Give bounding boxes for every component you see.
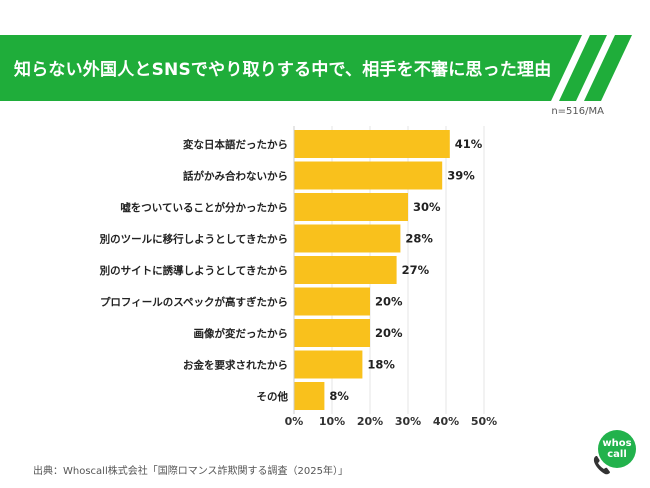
logo-text-line1: whos	[602, 438, 632, 449]
category-label: 嘘をついていることが分かったから	[120, 201, 288, 214]
x-tick-label: 50%	[471, 415, 497, 428]
whoscall-logo: whos call	[592, 428, 642, 478]
category-label: 画像が変だったから	[194, 327, 289, 340]
category-label: 別のツールに移行しようとしてきたから	[99, 233, 288, 246]
bar	[294, 350, 363, 379]
data-label: 30%	[413, 200, 441, 214]
data-label: 28%	[405, 232, 433, 246]
category-label: 変な日本語だったから	[183, 138, 288, 151]
data-label: 27%	[402, 263, 430, 277]
page-title: 知らない外国人とSNSでやり取りする中で、相手を不審に思った理由	[14, 60, 552, 80]
data-label: 39%	[447, 169, 475, 183]
bar	[294, 287, 370, 316]
x-tick-label: 0%	[285, 415, 304, 428]
source-note: 出典：Whoscall株式会社「国際ロマンス詐欺関する調査（2025年）」	[33, 466, 348, 477]
x-tick-label: 10%	[319, 415, 345, 428]
bar	[294, 161, 443, 190]
data-label: 20%	[375, 326, 403, 340]
header-band-stripe	[559, 35, 607, 101]
header-band	[0, 35, 632, 101]
x-tick-label: 30%	[395, 415, 421, 428]
category-label: 話がかみ合わないから	[183, 170, 288, 183]
header-band-stripe	[584, 35, 632, 101]
logo-text-line2: call	[607, 449, 627, 460]
x-tick-label: 40%	[433, 415, 459, 428]
bar	[294, 224, 401, 253]
x-tick-label: 20%	[357, 415, 383, 428]
data-label: 20%	[375, 295, 403, 309]
bar	[294, 256, 397, 284]
bar	[294, 319, 370, 347]
bar	[294, 193, 408, 221]
logo-bubble: whos call	[598, 430, 636, 468]
data-label: 8%	[329, 389, 349, 403]
bar	[294, 382, 325, 410]
category-label: その他	[257, 390, 289, 403]
header-band-fill	[0, 35, 582, 101]
phone-icon	[593, 456, 610, 475]
category-label: 別のサイトに誘導しようとしてきたから	[99, 264, 288, 277]
bar	[294, 130, 450, 158]
data-label: 18%	[367, 358, 395, 372]
sample-size-note: n=516/MA	[551, 106, 604, 117]
category-label: お金を要求されたから	[183, 359, 288, 372]
data-label: 41%	[455, 137, 483, 151]
category-label: プロフィールのスペックが高すぎたから	[100, 296, 288, 309]
